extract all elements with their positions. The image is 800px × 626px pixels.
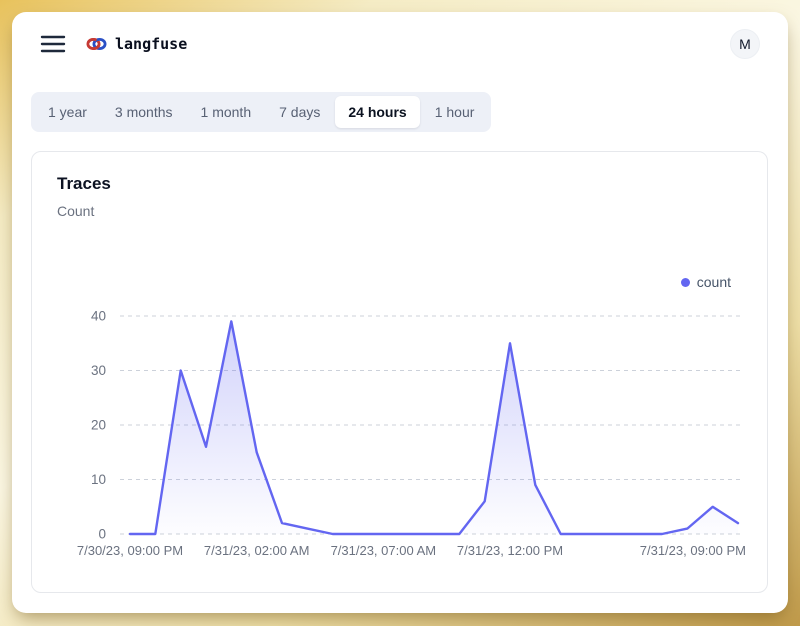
y-axis-label: 0 xyxy=(98,527,106,542)
tab-1-hour[interactable]: 1 hour xyxy=(422,96,488,128)
brand[interactable]: langfuse xyxy=(86,35,187,53)
y-axis-label: 10 xyxy=(91,472,106,487)
legend-dot-icon xyxy=(680,277,690,287)
legend-label: count xyxy=(696,274,731,290)
count-line xyxy=(128,320,740,536)
x-axis-label: 7/31/23, 09:00 PM xyxy=(640,543,746,558)
traces-area-chart[interactable]: 0 10 20 30 40 7/30/23, 09:00 PM 7/31/23, 02:00… xyxy=(32,238,768,583)
tab-24-hours[interactable]: 24 hours xyxy=(335,96,420,128)
menu-button[interactable] xyxy=(38,29,68,59)
x-axis-label: 7/31/23, 07:00 AM xyxy=(331,543,437,558)
y-axis-label: 20 xyxy=(91,418,106,433)
count-area-fill xyxy=(130,321,738,534)
tab-7-days[interactable]: 7 days xyxy=(266,96,333,128)
traces-card: Traces Count count 0 10 20 30 40 7/30/23, 09:… xyxy=(31,151,768,593)
x-axis-label: 7/30/23, 09:00 PM xyxy=(77,543,183,558)
card-title: Traces xyxy=(57,174,111,193)
x-axis-label: 7/31/23, 02:00 AM xyxy=(204,543,310,558)
hamburger-icon xyxy=(40,35,66,53)
brand-wordmark: langfuse xyxy=(115,35,188,53)
langfuse-logo-icon xyxy=(86,36,107,52)
time-range-tabs: 1 year 3 months 1 month 7 days 24 hours 1 hou… xyxy=(31,92,492,132)
chart-legend: count xyxy=(680,274,731,290)
app-window: langfuse M 1 year 3 months 1 month 7 days 24… xyxy=(12,12,788,613)
y-axis-label: 40 xyxy=(91,309,106,324)
legend-item-count: count xyxy=(680,274,731,290)
x-axis-label: 7/31/23, 12:00 PM xyxy=(457,543,563,558)
card-subtitle: Count xyxy=(57,203,95,219)
tab-1-month[interactable]: 1 month xyxy=(188,96,265,128)
tab-3-months[interactable]: 3 months xyxy=(102,96,186,128)
tab-1-year[interactable]: 1 year xyxy=(35,96,100,128)
top-bar: langfuse M xyxy=(38,24,760,64)
y-axis-label: 30 xyxy=(91,363,106,378)
avatar[interactable]: M xyxy=(730,29,760,59)
